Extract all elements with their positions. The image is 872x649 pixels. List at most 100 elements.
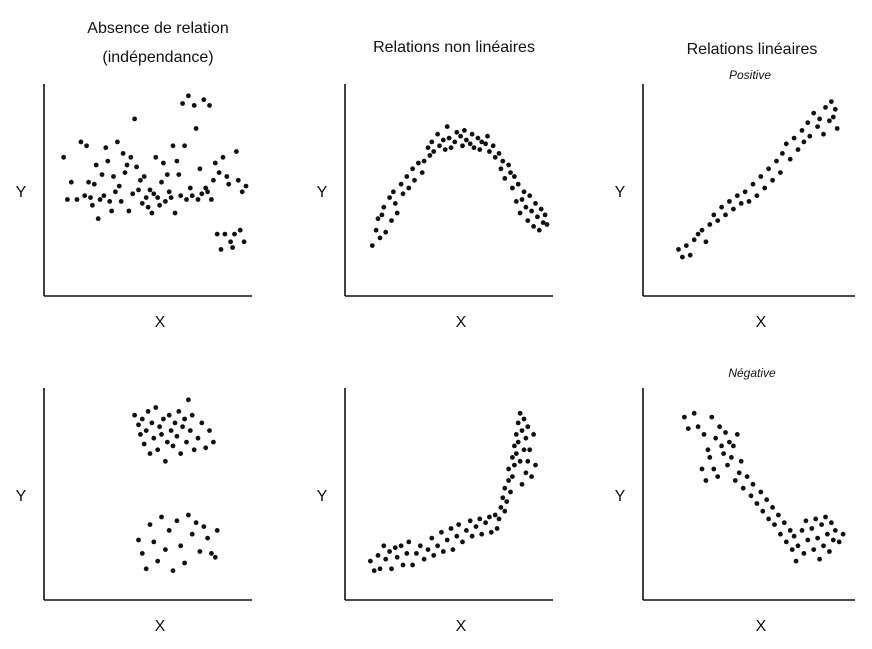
- data-point: [521, 447, 527, 453]
- data-point: [836, 539, 842, 545]
- data-point: [241, 239, 247, 245]
- data-point: [492, 512, 498, 518]
- data-point: [515, 439, 521, 445]
- data-point: [807, 133, 813, 139]
- data-point: [186, 93, 191, 99]
- data-point: [82, 193, 88, 199]
- data-point: [139, 551, 145, 556]
- data-point: [832, 106, 838, 112]
- data-point: [544, 222, 550, 227]
- data-point: [496, 516, 502, 522]
- data-point: [776, 512, 781, 518]
- data-point: [744, 474, 750, 479]
- data-point: [394, 210, 400, 216]
- data-point: [764, 497, 770, 503]
- scatter-panel-r1c2: YX: [615, 388, 855, 635]
- data-point: [513, 199, 519, 204]
- data-point: [180, 101, 186, 106]
- data-point: [454, 533, 460, 539]
- data-point: [799, 528, 805, 533]
- scatter-panel-r0c1: YX: [317, 84, 553, 331]
- data-point: [819, 522, 824, 527]
- data-point: [116, 183, 122, 189]
- data-point: [400, 562, 406, 568]
- data-point: [437, 143, 442, 149]
- data-point: [762, 185, 768, 191]
- data-point: [801, 139, 807, 145]
- data-point: [442, 147, 448, 153]
- data-point: [738, 201, 744, 206]
- data-point: [731, 206, 736, 212]
- data-point: [218, 247, 224, 252]
- data-point: [483, 141, 488, 147]
- data-point: [193, 126, 199, 131]
- x-axis-label: X: [456, 314, 467, 331]
- data-point: [521, 416, 527, 422]
- data-point: [170, 568, 176, 574]
- data-point: [193, 520, 199, 526]
- data-point: [727, 439, 732, 445]
- data-point: [178, 543, 184, 549]
- data-point: [458, 133, 463, 139]
- data-point: [214, 528, 220, 533]
- data-point: [431, 553, 437, 558]
- data-point: [205, 535, 211, 541]
- data-point: [682, 414, 687, 420]
- data-point: [381, 543, 387, 549]
- data-point: [126, 208, 132, 214]
- data-point: [475, 135, 481, 141]
- data-point: [460, 143, 465, 149]
- data-point: [147, 451, 153, 456]
- data-point: [479, 531, 485, 537]
- data-point: [444, 537, 450, 543]
- data-point: [707, 222, 713, 227]
- data-point: [153, 154, 159, 160]
- data-point: [467, 141, 473, 147]
- data-point: [691, 410, 697, 416]
- data-point: [174, 158, 180, 164]
- data-point: [723, 430, 728, 435]
- data-point: [398, 543, 404, 549]
- data-point: [821, 131, 826, 137]
- data-point: [389, 218, 394, 224]
- data-point: [533, 201, 538, 206]
- data-point: [189, 531, 195, 537]
- data-point: [429, 535, 435, 541]
- data-point: [510, 185, 515, 191]
- data-point: [163, 458, 168, 464]
- data-point: [464, 528, 469, 533]
- data-point: [754, 501, 760, 506]
- data-point: [164, 439, 170, 445]
- data-point: [141, 174, 147, 179]
- data-point: [377, 566, 383, 572]
- data-point: [187, 185, 193, 191]
- x-axis-label: X: [456, 618, 467, 635]
- y-axis-label: Y: [615, 488, 626, 505]
- data-point: [174, 518, 180, 524]
- data-point: [531, 224, 536, 229]
- data-point: [513, 432, 519, 437]
- data-point: [512, 174, 517, 179]
- data-point: [701, 432, 707, 437]
- data-point: [237, 227, 243, 233]
- data-point: [736, 470, 742, 476]
- data-point: [88, 195, 93, 201]
- data-point: [410, 562, 415, 568]
- data-point: [834, 126, 840, 131]
- data-point: [525, 424, 531, 430]
- data-point: [832, 528, 838, 533]
- data-point: [734, 432, 740, 437]
- data-point: [498, 505, 504, 510]
- data-point: [191, 103, 197, 108]
- data-point: [715, 218, 721, 224]
- data-point: [815, 124, 820, 129]
- data-point: [404, 551, 410, 556]
- data-point: [805, 120, 811, 126]
- data-point: [742, 189, 748, 195]
- data-point: [477, 147, 483, 153]
- data-point: [533, 462, 538, 468]
- data-point: [174, 433, 180, 439]
- data-point: [791, 135, 797, 141]
- data-point: [450, 547, 456, 552]
- data-point: [78, 139, 84, 145]
